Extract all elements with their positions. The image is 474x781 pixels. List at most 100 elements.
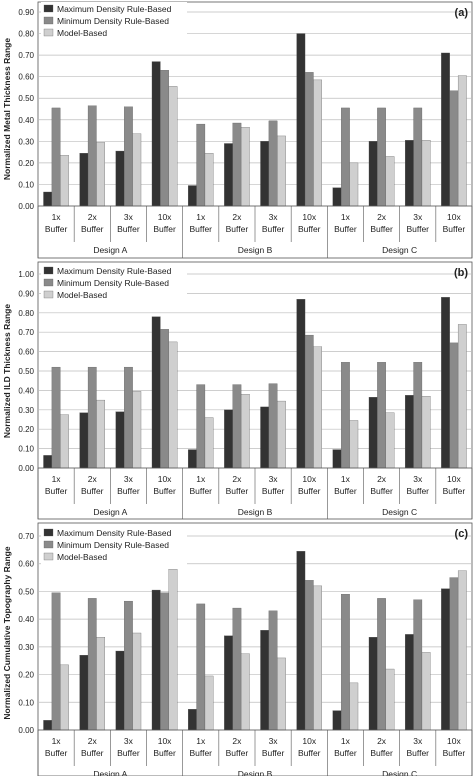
bar [277,135,286,207]
bar [341,362,350,469]
bar [132,632,142,731]
x-tick-label: 10x [158,474,172,484]
bar [421,140,431,207]
legend-swatch [43,278,54,287]
bar [160,329,169,469]
bar [457,75,467,207]
bar [79,412,89,469]
bar [232,384,242,469]
x-tick-label: 1x [341,736,351,746]
x-tick-label: Buffer [262,224,285,234]
bar [168,341,178,469]
bar [43,191,53,207]
legend-label: Minimum Density Rule-Based [57,278,169,288]
y-tick-label: 0.90 [18,8,34,17]
bar [313,79,323,207]
y-tick-label: 0.40 [18,116,34,125]
group-label: Design B [238,507,273,517]
y-tick-label: 0.60 [18,560,34,569]
y-axis-label: Normalized ILD Thickness Range [2,304,12,438]
bar [151,61,161,207]
group-label: Design A [93,769,127,776]
x-tick-label: Buffer [370,486,393,496]
bar [132,133,142,207]
x-tick-label: 1x [196,474,206,484]
bar [96,637,105,731]
bar [385,156,395,207]
x-tick-label: 2x [232,474,242,484]
panel-label: (c) [455,528,469,540]
legend: Maximum Density Rule-Based Minimum Densit… [41,526,187,565]
legend-label: Maximum Density Rule-Based [57,528,172,538]
bar [404,634,414,731]
bar [304,72,314,207]
bar [115,650,125,731]
bar [51,107,61,207]
bar [296,551,306,731]
bar [232,607,242,731]
legend: Maximum Density Rule-Based Minimum Densit… [41,2,187,41]
bar [449,342,459,469]
legend-swatch [43,28,54,37]
bar [196,384,206,469]
x-tick-label: Buffer [45,224,68,234]
chart-panel-3: 0.00 0.10 0.20 0.30 0.40 0.50 0.60 0.70 Normaliz… [2,522,473,779]
bar [87,598,97,731]
x-tick-label: 2x [377,736,387,746]
x-tick-label: Buffer [298,748,321,758]
x-tick-label: 2x [232,212,242,222]
y-tick-label: 0.10 [18,180,34,189]
x-tick-label: Buffer [45,748,68,758]
bar [313,585,323,731]
x-tick-label: Buffer [298,486,321,496]
y-tick-label: 0.00 [18,726,34,735]
bar [79,655,89,731]
y-tick-label: 0.40 [18,615,34,624]
legend-swatch [43,290,54,299]
bar [204,675,214,731]
x-tick-label: Buffer [81,224,104,234]
bar [60,414,69,469]
bar [196,603,206,731]
bar [43,455,53,469]
bar [304,334,314,469]
bar [115,411,125,469]
x-tick-label: 1x [52,736,62,746]
x-tick-label: 10x [447,212,461,222]
x-tick-label: Buffer [406,748,429,758]
legend-label: Maximum Density Rule-Based [57,4,172,14]
legend-label: Minimum Density Rule-Based [57,16,169,26]
bar [313,346,323,469]
bar [421,396,431,469]
legend-swatch [43,16,54,25]
legend-label: Model-Based [57,28,107,38]
x-tick-label: Buffer [153,748,176,758]
legend-swatch [43,552,54,561]
bar [124,366,133,469]
legend-label: Model-Based [57,552,107,562]
legend-swatch [43,4,54,13]
y-tick-label: 0.10 [18,698,34,707]
bar [341,107,350,207]
x-tick-label: 10x [447,736,461,746]
bar [240,653,250,731]
x-tick-label: Buffer [189,224,212,234]
x-tick-label: 10x [447,474,461,484]
chart-panel-1: 0.00 0.10 0.20 0.30 0.40 0.50 0.60 0.70 0.80 0.90… [2,1,473,259]
bar [385,412,395,469]
bar [187,709,197,731]
bar [51,592,61,731]
y-tick-label: 0.10 [18,445,34,454]
y-tick-label: 0.60 [18,73,34,82]
bar [268,120,278,207]
y-tick-label: 0.80 [18,30,34,39]
x-tick-label: 3x [124,736,134,746]
x-tick-label: Buffer [226,486,249,496]
bar [441,52,450,207]
bar [349,420,359,469]
bar [124,600,133,731]
bar [377,598,386,731]
x-tick-label: 3x [124,212,134,222]
bar [132,391,142,469]
